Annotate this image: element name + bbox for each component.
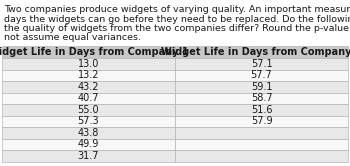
Text: 58.7: 58.7 [251,93,272,103]
Text: 40.7: 40.7 [78,93,99,103]
Bar [175,70,348,81]
Bar [2,138,175,150]
Bar [2,92,175,104]
Bar [175,46,348,58]
Bar [175,104,348,116]
Bar [175,58,348,70]
Text: 13.2: 13.2 [78,70,99,80]
Bar [175,116,348,127]
Bar [175,150,348,162]
Text: 57.3: 57.3 [78,116,99,126]
Text: 57.1: 57.1 [251,59,272,69]
Bar [2,127,175,138]
Bar [175,81,348,92]
Text: the quality of widgets from the two companies differ? Round the p-value to three: the quality of widgets from the two comp… [4,24,350,33]
Bar [2,81,175,92]
Bar [2,58,175,70]
Text: 59.1: 59.1 [251,82,272,92]
Bar [175,127,348,138]
Text: 43.2: 43.2 [78,82,99,92]
Bar [2,150,175,162]
Bar [2,104,175,116]
Bar [2,116,175,127]
Bar [175,138,348,150]
Text: 51.6: 51.6 [251,105,272,115]
Text: 43.8: 43.8 [78,128,99,138]
Text: not assume equal variances.: not assume equal variances. [4,34,141,42]
Text: 31.7: 31.7 [78,151,99,161]
Text: days the widgets can go before they need to be replaced. Do the following data p: days the widgets can go before they need… [4,14,350,24]
Text: 57.7: 57.7 [251,70,272,80]
Text: 55.0: 55.0 [78,105,99,115]
Text: 57.9: 57.9 [251,116,272,126]
Bar [175,92,348,104]
Text: Widget Life in Days from Company 2: Widget Life in Days from Company 2 [161,47,350,57]
Bar [2,46,175,58]
Bar [2,70,175,81]
Text: Two companies produce widgets of varying quality. An important measure of qualit: Two companies produce widgets of varying… [4,5,350,14]
Text: 49.9: 49.9 [78,139,99,149]
Text: 13.0: 13.0 [78,59,99,69]
Text: Widget Life in Days from Company 1: Widget Life in Days from Company 1 [0,47,189,57]
